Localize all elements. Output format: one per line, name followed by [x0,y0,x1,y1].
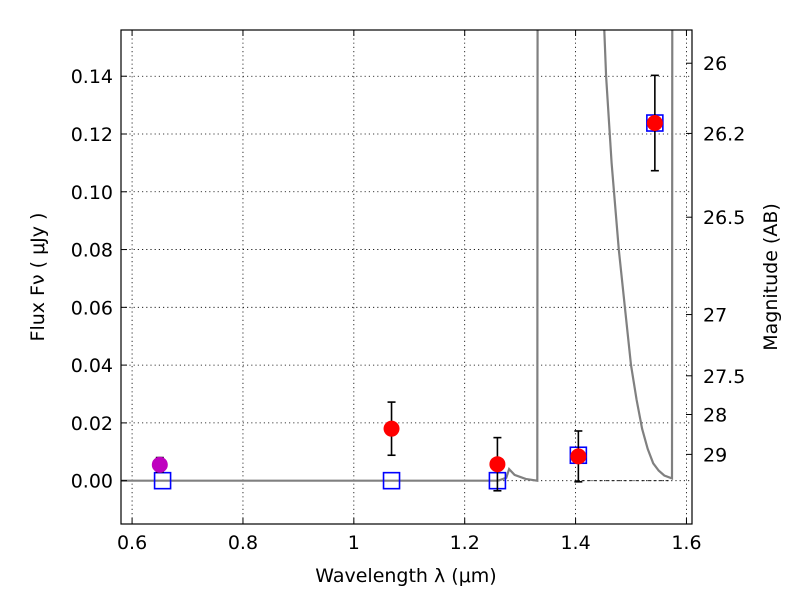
y-tick-label: 0.06 [71,297,113,319]
model-spectrum-line [121,30,674,482]
model-bandpass-marker [382,471,401,490]
y-tick-label: 0.12 [71,124,113,146]
y-tick-label: 0.04 [71,355,113,377]
mag-tick-label: 27.5 [703,366,745,388]
mag-tick-label: 26.5 [703,207,745,229]
y-tick-label: 0.10 [71,182,113,204]
observed-point [570,448,587,465]
observed-optical-point [151,456,168,473]
tick-layer: 0.6 0.8 1 1.2 1.4 1.6 0.00 0.02 0.04 0.06 0.08 0.10… [71,30,745,554]
x-axis-label: Wavelength λ (μm) [315,565,496,587]
mag-tick-label: 26 [703,53,727,75]
x-tick-label: 1.6 [671,532,701,554]
y-right-axis-label: Magnitude (AB) [760,203,782,351]
y-tick-label: 0.08 [71,240,113,262]
mag-tick-label: 29 [703,444,727,466]
x-tick-label: 1 [348,532,360,554]
y-axis-label: Flux Fν ( μJy ) [27,213,49,342]
observed-point [489,456,506,473]
mag-tick-label: 28 [703,405,727,427]
y-tick-label: 0.02 [71,413,113,435]
x-tick-label: 0.8 [228,532,258,554]
x-tick-label: 1.2 [450,532,480,554]
mag-tick-label: 26.2 [703,123,745,145]
observed-point [383,420,400,437]
x-tick-label: 0.6 [117,532,147,554]
series-layer [121,30,674,492]
y-tick-label: 0.00 [71,471,113,493]
plot-frame [120,29,693,525]
observed-point [646,115,663,132]
y-tick-label: 0.14 [71,66,113,88]
grid-layer [121,30,692,524]
x-tick-label: 1.4 [560,532,590,554]
mag-tick-label: 27 [703,305,727,327]
